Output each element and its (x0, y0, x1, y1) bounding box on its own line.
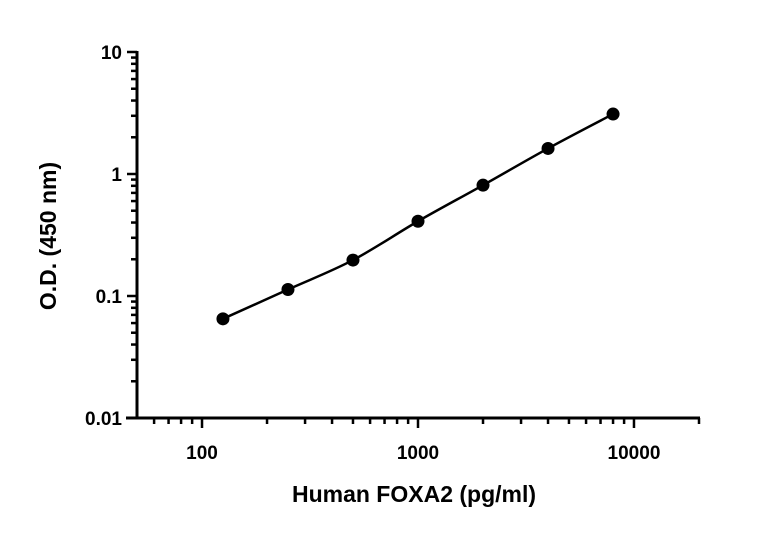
data-point (216, 312, 230, 326)
data-point (476, 178, 490, 192)
y-tick-labels: 0.01 0.1 1 10 (85, 43, 122, 430)
data-point (411, 214, 425, 228)
y-tick-label: 0.1 (96, 287, 123, 308)
x-tick-label: 10000 (608, 443, 661, 464)
y-tick-label: 10 (101, 43, 122, 64)
x-axis-title: Human FOXA2 (pg/ml) (292, 481, 536, 507)
x-tick-label: 100 (186, 443, 218, 464)
x-tick-label: 1000 (397, 443, 439, 464)
data-point (281, 283, 295, 297)
y-axis-title: O.D. (450 nm) (35, 162, 61, 310)
data-point (346, 253, 360, 267)
y-tick-label: 1 (111, 165, 122, 186)
axes (126, 50, 701, 428)
y-tick-label: 0.01 (85, 409, 122, 430)
data-points (216, 107, 620, 326)
x-tick-labels: 100 1000 10000 (186, 443, 660, 464)
data-point (606, 107, 620, 121)
data-point (541, 141, 555, 155)
